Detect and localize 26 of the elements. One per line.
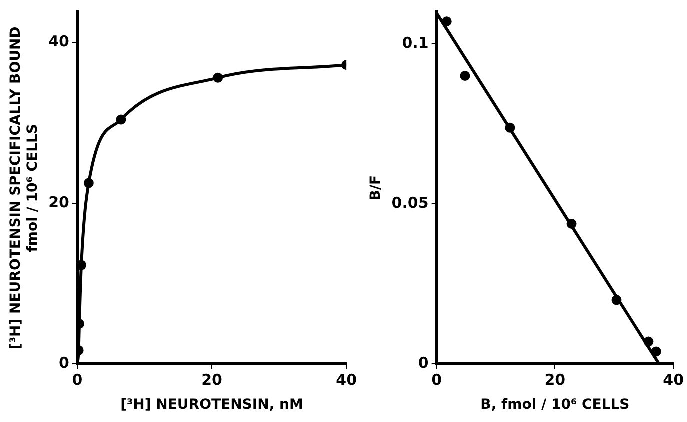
point xyxy=(566,218,577,229)
point xyxy=(460,71,470,82)
y-axis-title: [³H] NEUROTENSIN SPECIFICALLY BOUND fmol / 10⁶ CELLS xyxy=(8,26,41,350)
x-tick-label: 40 xyxy=(663,371,684,390)
point xyxy=(644,336,654,347)
y-tick-label: 0.1 xyxy=(402,34,429,52)
x-tick-label: 20 xyxy=(544,371,566,390)
point xyxy=(442,16,452,27)
x-tick-label: 0 xyxy=(432,371,442,390)
point xyxy=(505,122,516,133)
y-tick-label: 0 xyxy=(418,354,429,372)
y-tick-label: 0 xyxy=(59,354,70,372)
point xyxy=(612,295,622,306)
x-axis-title: [³H] NEUROTENSIN, nM xyxy=(120,397,304,414)
point xyxy=(213,72,224,83)
x-axis-title: B, fmol / 10⁶ CELLS xyxy=(480,397,630,414)
x-tick-label: 20 xyxy=(202,371,222,390)
point xyxy=(84,178,94,188)
x-tick-label: 40 xyxy=(336,371,357,390)
y-tick-label: 40 xyxy=(48,32,70,50)
point xyxy=(651,346,662,357)
y-axis-title: B/F xyxy=(368,175,384,201)
point xyxy=(116,114,126,125)
y-tick-label: 20 xyxy=(48,193,70,212)
y-tick-label: 0.05 xyxy=(392,194,429,212)
x-tick-label: 0 xyxy=(72,371,83,390)
